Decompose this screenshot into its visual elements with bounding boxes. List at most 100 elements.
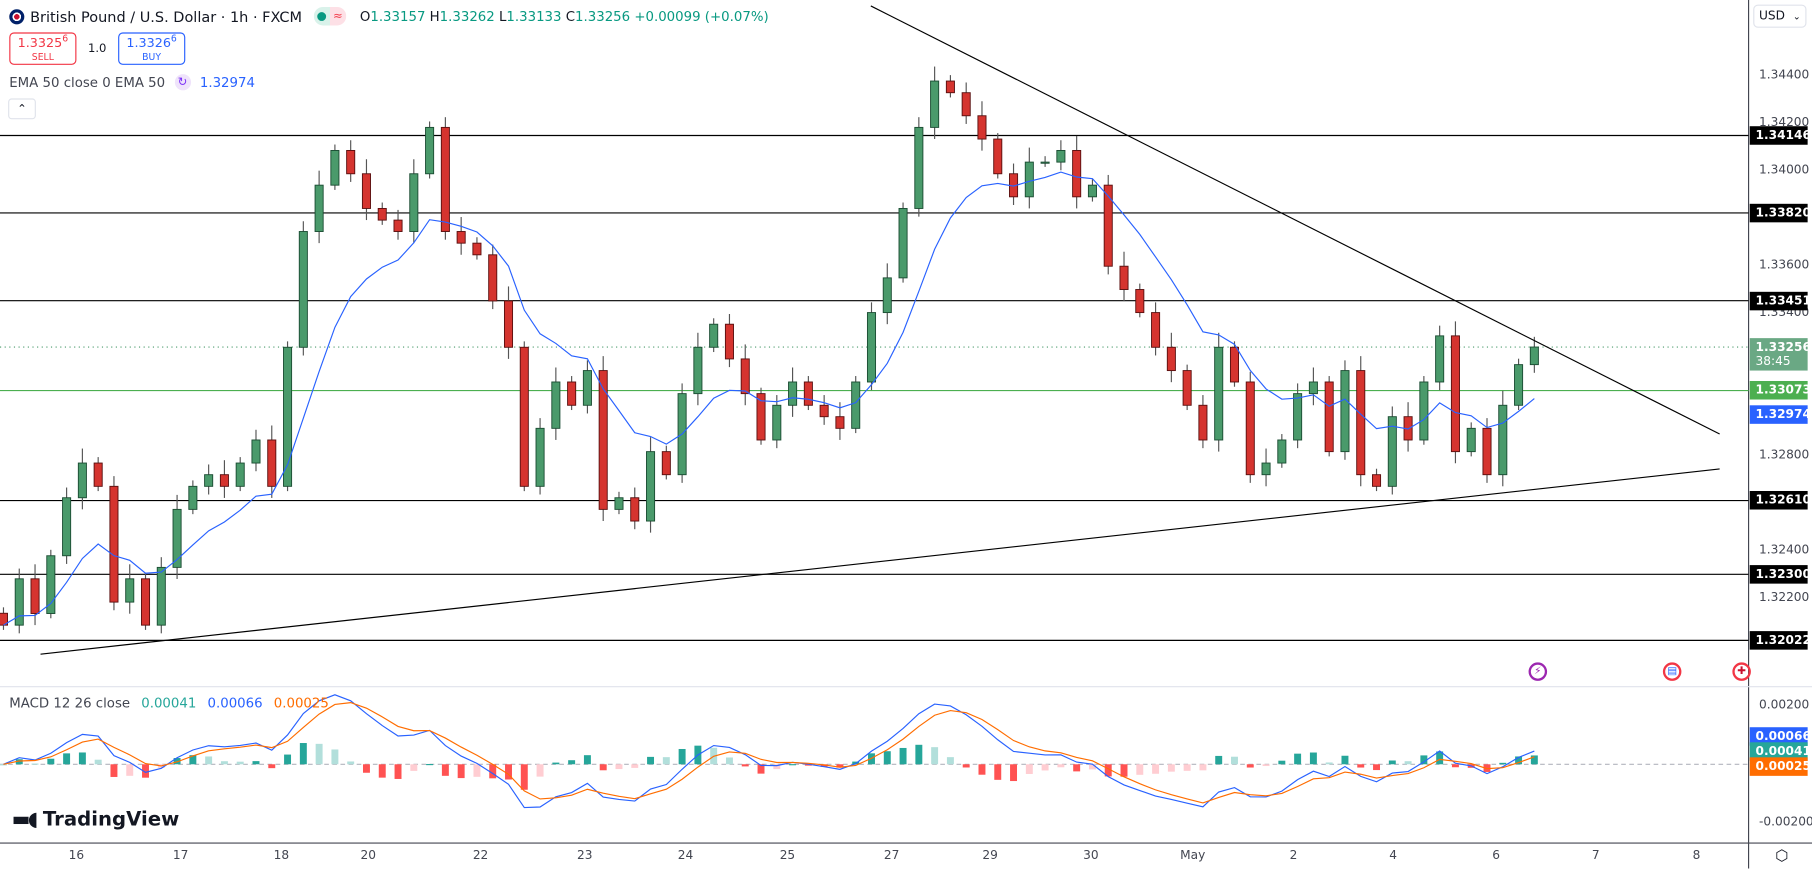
refresh-icon[interactable]: ↻ — [174, 74, 191, 91]
macd-histogram-bar — [473, 764, 481, 777]
macd-histogram-bar — [1420, 755, 1428, 765]
macd-histogram-bar — [1041, 764, 1049, 771]
candle — [882, 263, 892, 325]
market-open-dot-icon: ● — [313, 6, 330, 26]
candle — [551, 367, 561, 440]
bearish-candle-body — [219, 474, 229, 487]
bearish-candle-body — [661, 451, 671, 476]
macd-histogram-bar — [236, 761, 244, 765]
candle — [1040, 156, 1050, 167]
macd-histogram-bar — [362, 764, 370, 773]
time-tick-label: 2 — [1289, 848, 1298, 863]
market-status[interactable]: ● ≈ — [313, 6, 346, 26]
bearish-candle-body — [140, 578, 151, 626]
macd-histogram-bar — [189, 755, 197, 765]
lightning-event-icon[interactable]: ⚡ — [1528, 662, 1548, 681]
macd-histogram-bar — [552, 762, 560, 765]
macd-histogram-bar — [615, 764, 623, 770]
candle — [1119, 251, 1129, 302]
macd-histogram-bar — [1215, 755, 1223, 765]
symbol-title[interactable]: British Pound / U.S. Dollar · 1h · FXCM — [30, 7, 302, 25]
macd-histogram-bar — [110, 764, 118, 777]
candle — [1419, 376, 1429, 445]
candle — [866, 302, 877, 391]
macd-histogram-bar — [457, 764, 465, 779]
time-tick-label: 17 — [172, 848, 189, 863]
buy-button[interactable]: 1.33266 BUY — [118, 32, 186, 65]
candle — [1340, 360, 1350, 460]
buy-label: BUY — [142, 51, 161, 63]
time-tick-label: 4 — [1389, 848, 1397, 863]
candle — [1151, 302, 1161, 356]
currency-select[interactable]: USD ⌄ — [1753, 4, 1807, 28]
candle — [740, 344, 750, 406]
chevron-down-icon: ⌄ — [1792, 11, 1801, 22]
bearish-candle-body — [819, 404, 829, 418]
ema-legend[interactable]: EMA 50 close 0 EMA 50 ↻ 1.32974 — [9, 74, 255, 91]
uk-flag-event-icon[interactable]: ✚ — [1732, 662, 1751, 681]
candle — [1529, 336, 1539, 373]
bullish-candle-body — [930, 80, 940, 128]
macd-histogram-bar — [804, 764, 812, 766]
macd-histogram-bar — [78, 752, 86, 765]
macd-histogram-bar — [1499, 762, 1507, 765]
macd-histogram-bar — [315, 743, 323, 765]
settings-gear-icon[interactable]: ⬡ — [1775, 847, 1789, 866]
ascending-trendline — [40, 468, 1720, 655]
bullish-candle-body — [882, 277, 892, 314]
bullish-candle-body — [14, 578, 24, 626]
candle — [361, 159, 371, 221]
candle — [1450, 321, 1460, 464]
candle — [598, 356, 608, 521]
bearish-candle-body — [598, 370, 608, 510]
bearish-candle-body — [1072, 149, 1082, 198]
macd-histogram-bar — [1136, 764, 1144, 775]
macd-legend[interactable]: MACD 12 26 close 0.00041 0.00066 0.00025 — [9, 695, 336, 711]
bullish-candle-body — [582, 370, 592, 406]
bullish-candle-body — [1056, 149, 1066, 163]
macd-histogram-bar — [1309, 752, 1317, 765]
bullish-candle-body — [914, 126, 924, 209]
bullish-candle-body — [851, 381, 861, 429]
macd-tick-label: 0.00200 — [1759, 698, 1810, 713]
macd-histogram-bar — [1451, 764, 1459, 768]
sell-button[interactable]: 1.33256 SELL — [9, 32, 77, 65]
candle — [772, 395, 782, 449]
sell-label: SELL — [31, 51, 54, 63]
macd-histogram-bar — [268, 764, 276, 769]
us-flag-event-icon[interactable]: ▤ — [1662, 662, 1682, 681]
macd-histogram-bar — [1341, 755, 1349, 765]
time-tick-label: 27 — [883, 848, 900, 863]
tradingview-logo[interactable]: ▬◖ TradingView — [12, 808, 180, 831]
bearish-candle-body — [1450, 335, 1460, 453]
collapse-legend-button[interactable]: ⌃ — [8, 98, 36, 120]
macd-histogram-bar — [284, 754, 292, 765]
macd-histogram-bar — [142, 764, 149, 778]
macd-histogram-bar — [394, 764, 402, 779]
bearish-candle-body — [472, 242, 482, 256]
candle — [140, 572, 151, 630]
macd-histogram-bar — [647, 756, 655, 765]
bullish-candle-body — [693, 346, 703, 395]
macd-histogram-bar — [789, 764, 797, 766]
bearish-candle-body — [1151, 312, 1161, 348]
macd-histogram-bar — [1530, 755, 1538, 765]
candle — [646, 437, 656, 533]
macd-histogram-bar — [1120, 764, 1128, 777]
macd-signal-value: 0.00025 — [273, 694, 329, 712]
last-price-value: 1.33256 — [1755, 340, 1811, 355]
macd-histogram-bar — [741, 764, 749, 767]
candle — [630, 487, 640, 530]
price-tick-label: 1.33600 — [1759, 258, 1810, 273]
price-tick-label: 1.32400 — [1759, 543, 1810, 558]
bullish-candle-body — [866, 312, 877, 383]
candle — [1466, 422, 1476, 457]
candle — [535, 418, 545, 495]
candle — [835, 402, 845, 440]
price-tick-label: 1.32200 — [1759, 591, 1810, 606]
macd-histogram-bar — [173, 758, 181, 765]
bearish-candle-body — [993, 138, 1003, 175]
quantity[interactable]: 1.0 — [88, 42, 107, 56]
macd-histogram-bar — [220, 761, 228, 765]
